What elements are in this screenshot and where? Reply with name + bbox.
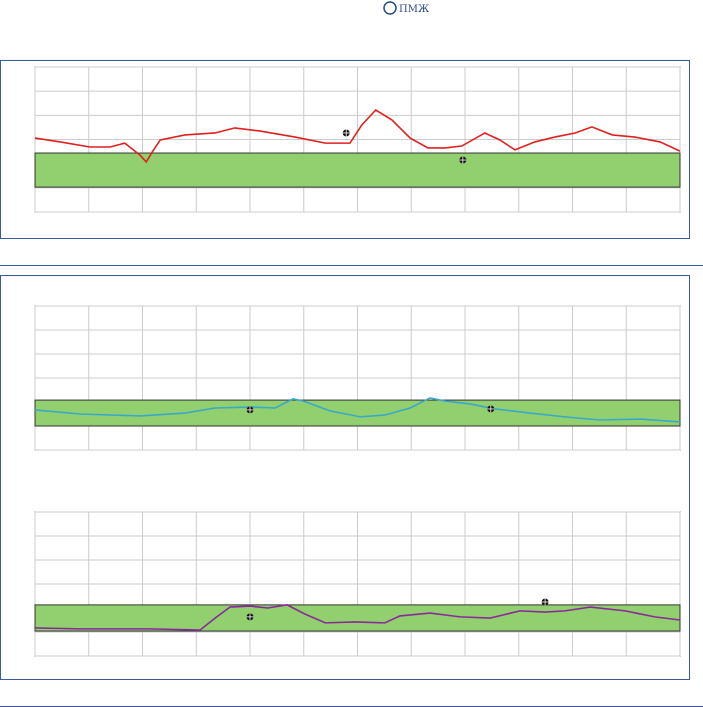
logo-icon bbox=[383, 1, 397, 15]
logo-text: ПМЖ bbox=[399, 4, 430, 15]
data-line bbox=[34, 397, 681, 423]
data-line bbox=[34, 604, 681, 631]
data-line bbox=[34, 108, 681, 164]
panel bbox=[0, 275, 690, 680]
target-band bbox=[34, 399, 681, 427]
panel bbox=[0, 60, 690, 239]
target-band bbox=[34, 152, 681, 188]
